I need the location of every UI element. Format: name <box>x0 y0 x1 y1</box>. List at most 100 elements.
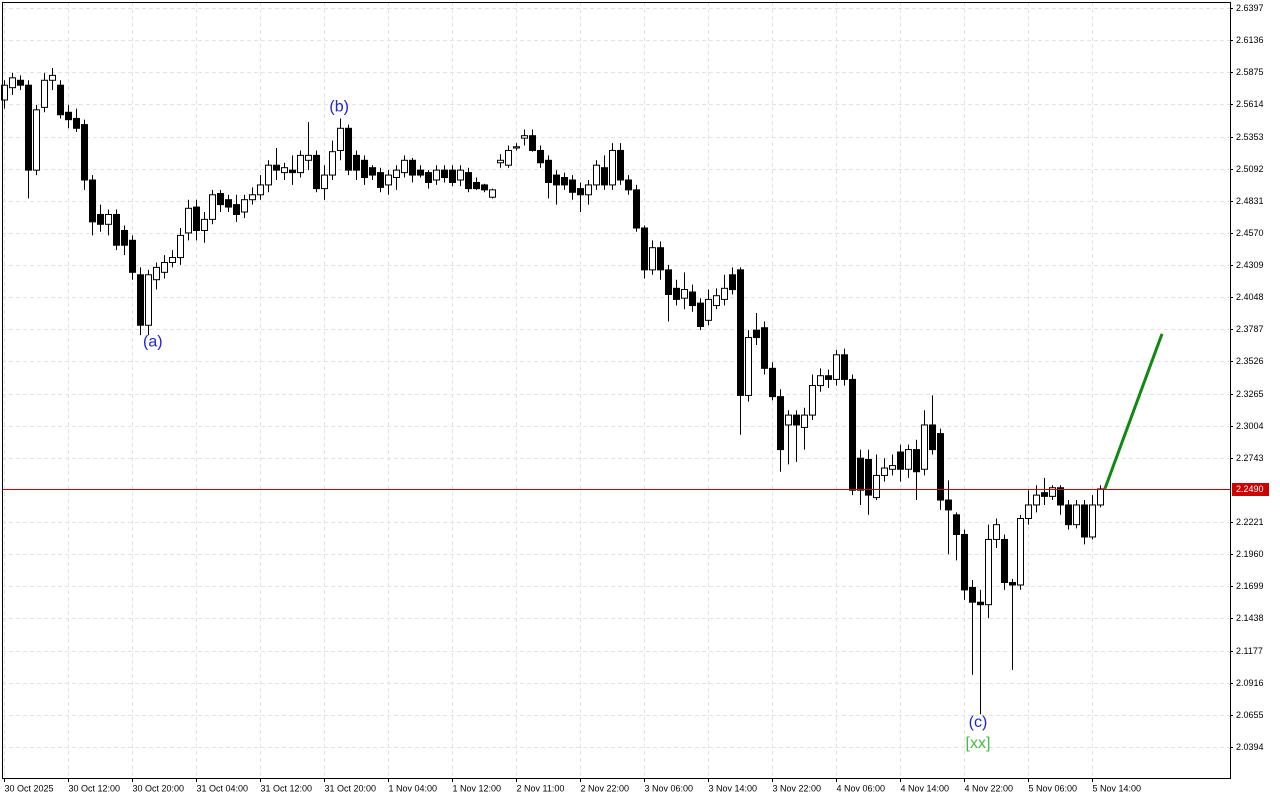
x-tick-label: 2 Nov 11:00 <box>517 783 565 793</box>
x-tick-label: 5 Nov 06:00 <box>1029 783 1078 793</box>
candle-body <box>929 424 936 451</box>
y-tick-label: 2.2743 <box>1236 453 1264 463</box>
candle-body <box>273 164 280 171</box>
candle-body <box>361 159 368 179</box>
candle-body <box>737 269 744 396</box>
candle-body <box>833 354 840 380</box>
candle-body <box>1033 494 1040 506</box>
x-tick-label: 3 Nov 14:00 <box>709 783 758 793</box>
candle-body <box>601 167 608 186</box>
candle-body <box>81 124 88 181</box>
y-tick-label: 2.3265 <box>1236 389 1264 399</box>
candle-body <box>193 206 200 231</box>
candle-body <box>897 451 904 470</box>
candle-body <box>593 164 600 186</box>
candle-body <box>881 467 888 476</box>
candle-body <box>705 298 712 321</box>
candle-body <box>297 154 304 174</box>
x-tick-label: 4 Nov 14:00 <box>901 783 950 793</box>
candle-body <box>433 169 440 181</box>
x-tick-label: 3 Nov 22:00 <box>773 783 822 793</box>
x-tick-label: 30 Oct 12:00 <box>69 783 121 793</box>
candle-body <box>369 167 376 176</box>
candle-body <box>489 189 496 198</box>
candle-body <box>33 109 40 171</box>
candle-body <box>465 172 472 190</box>
candle-body <box>177 234 184 259</box>
candle-body <box>801 414 808 428</box>
candle-body <box>817 375 824 387</box>
candle-body <box>1049 487 1056 497</box>
candle-body <box>785 414 792 426</box>
candle-body <box>681 289 688 299</box>
candle-body <box>985 538 992 606</box>
candle-body <box>537 149 544 164</box>
candle-body <box>849 378 856 491</box>
candle-body <box>329 151 336 176</box>
candle-body <box>721 287 728 300</box>
x-tick-label: 1 Nov 04:00 <box>389 783 438 793</box>
y-tick-label: 2.3526 <box>1236 356 1264 366</box>
candle-body <box>129 239 136 273</box>
candle-body <box>521 135 528 139</box>
candle-body <box>825 375 832 380</box>
candle-body <box>497 159 504 164</box>
candle-body <box>185 207 192 234</box>
candle-body <box>121 229 128 246</box>
candle-body <box>201 218 208 231</box>
candle-body <box>9 77 16 89</box>
x-tick-label: 2 Nov 22:00 <box>581 783 630 793</box>
candle-body <box>1041 492 1048 497</box>
x-tick-label: 30 Oct 2025 <box>5 783 54 793</box>
y-tick-label: 2.5353 <box>1236 132 1264 142</box>
candle-body <box>1073 504 1080 526</box>
y-tick-label: 2.4570 <box>1236 228 1264 238</box>
x-tick-label: 3 Nov 06:00 <box>645 783 694 793</box>
candle-body <box>769 367 776 398</box>
candle-body <box>1017 518 1024 586</box>
candle-body <box>281 167 288 174</box>
y-tick-label: 2.1960 <box>1236 549 1264 559</box>
y-tick-label: 2.4831 <box>1236 196 1264 206</box>
candle-body <box>65 111 72 121</box>
candle-body <box>393 169 400 179</box>
y-tick-label: 2.4048 <box>1236 292 1264 302</box>
y-tick-label: 2.6397 <box>1236 3 1264 13</box>
candle-body <box>657 247 664 271</box>
candle-body <box>809 385 816 416</box>
candle-body <box>689 291 696 307</box>
candle-body <box>857 457 864 491</box>
candle-body <box>529 135 536 151</box>
candle-body <box>449 169 456 183</box>
forecast-line <box>1103 333 1164 490</box>
candle-body <box>137 274 144 326</box>
candle-body <box>337 127 344 151</box>
wave-label: [xx] <box>966 735 991 752</box>
candle-body <box>921 424 928 470</box>
candle-body <box>713 295 720 307</box>
candle-body <box>305 154 312 161</box>
candle-body <box>313 154 320 190</box>
candle-body <box>25 84 32 171</box>
candle-body <box>1 84 8 101</box>
candle-body <box>321 174 328 190</box>
candle-body <box>97 213 104 225</box>
candle-body <box>209 194 216 220</box>
y-tick-label: 2.2221 <box>1236 517 1264 527</box>
candle-body <box>73 117 80 129</box>
x-tick-label: 1 Nov 12:00 <box>453 783 502 793</box>
candle-body <box>905 449 912 470</box>
x-tick-label: 4 Nov 06:00 <box>837 783 886 793</box>
x-tick-label: 30 Oct 20:00 <box>133 783 185 793</box>
candle-body <box>665 269 672 295</box>
candle-body <box>1081 504 1088 538</box>
candle-body <box>561 177 568 186</box>
candle-body <box>1057 487 1064 506</box>
candle-body <box>441 169 448 179</box>
y-tick-label: 2.1438 <box>1236 613 1264 623</box>
candle-body <box>873 474 880 499</box>
x-tick-label: 4 Nov 22:00 <box>965 783 1014 793</box>
candle-body <box>425 172 432 183</box>
